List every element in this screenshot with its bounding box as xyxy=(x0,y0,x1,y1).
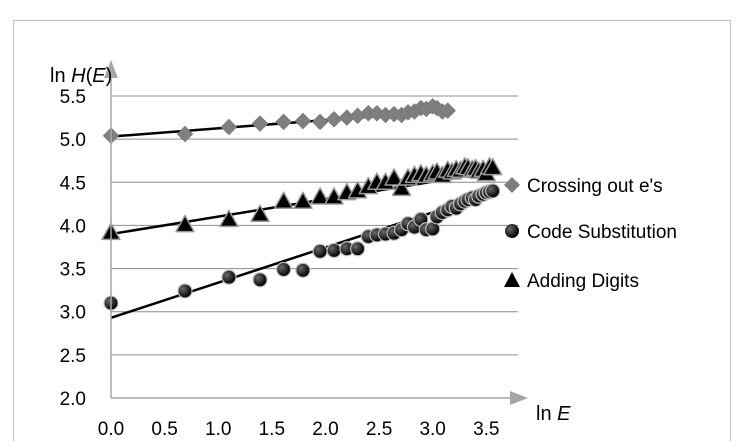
diamond-point xyxy=(220,118,238,136)
gridlines xyxy=(111,95,518,356)
y-axis-title: ln H(E) xyxy=(50,65,112,87)
legend-item-code-substitution: Code Substitution xyxy=(505,222,677,243)
legend-item-adding-digits: Adding Digits xyxy=(504,271,639,292)
diamond-point xyxy=(176,125,194,143)
diamond-point xyxy=(275,113,292,131)
circle-point xyxy=(350,241,366,257)
circle-point xyxy=(312,243,328,259)
diamond-point xyxy=(439,102,457,120)
triangle-point xyxy=(273,191,294,210)
y-tick-label: 5.5 xyxy=(60,87,86,108)
triangle-point xyxy=(391,178,412,197)
legend-item-crossing-out: Crossing out e's xyxy=(504,176,663,197)
x-tick-label: 3.5 xyxy=(473,419,499,440)
diamond-point xyxy=(325,110,343,128)
tick-labels: 2.0 2.5 3.0 3.5 4.0 4.5 5.0 5.5 0.0 0.5 1.0 1.5 2.0 2… xyxy=(60,87,500,440)
x-tick-label: 2.0 xyxy=(312,419,338,440)
legend-label-adding-digits: Adding Digits xyxy=(527,271,639,292)
circle-point xyxy=(326,242,342,259)
y-tick-label: 4.5 xyxy=(60,173,86,194)
x-axis-title: ln E xyxy=(536,403,571,425)
circle-point xyxy=(221,269,237,285)
triangle-point xyxy=(310,187,330,205)
legend-circle-marker xyxy=(505,224,519,238)
y-tick-label: 4.0 xyxy=(60,216,86,237)
triangle-point xyxy=(175,214,195,233)
legend-label-crossing-out: Crossing out e's xyxy=(527,176,663,197)
triangle-point xyxy=(482,157,503,176)
triangle-point xyxy=(219,209,239,228)
circle-point xyxy=(252,272,268,288)
diamond-point xyxy=(294,112,312,130)
circle-point xyxy=(177,283,193,299)
legend-diamond-marker xyxy=(504,177,520,193)
triangle-point xyxy=(384,168,404,186)
x-tick-label: 1.5 xyxy=(259,419,285,440)
x-tick-label: 0.5 xyxy=(151,419,177,440)
trendline-circle xyxy=(110,191,494,319)
x-tick-label: 1.0 xyxy=(205,419,231,440)
y-axis-arrow xyxy=(104,60,118,78)
axes xyxy=(104,60,528,405)
circle-point xyxy=(276,261,292,278)
legend-triangle-marker xyxy=(504,272,520,287)
circle-point xyxy=(485,183,501,199)
y-tick-label: 3.0 xyxy=(60,303,86,324)
x-tick-label: 3.0 xyxy=(419,419,445,440)
x-tick-label: 2.5 xyxy=(366,419,392,440)
y-tick-label: 2.0 xyxy=(60,389,86,410)
diamond-point xyxy=(251,115,269,132)
diamond-point xyxy=(311,113,329,131)
legend-label-code-substitution: Code Substitution xyxy=(527,222,677,243)
triangle-point xyxy=(250,204,270,222)
triangle-point xyxy=(293,191,313,210)
x-axis-arrow xyxy=(510,391,528,405)
y-tick-label: 5.0 xyxy=(60,130,86,151)
circle-point xyxy=(295,262,311,278)
data-points xyxy=(101,98,503,311)
y-tick-label: 3.5 xyxy=(60,260,86,281)
legend: Crossing out e's Code Substitution Addin… xyxy=(504,176,677,292)
x-tick-label: 0.0 xyxy=(98,419,124,440)
y-tick-label: 2.5 xyxy=(60,346,86,367)
